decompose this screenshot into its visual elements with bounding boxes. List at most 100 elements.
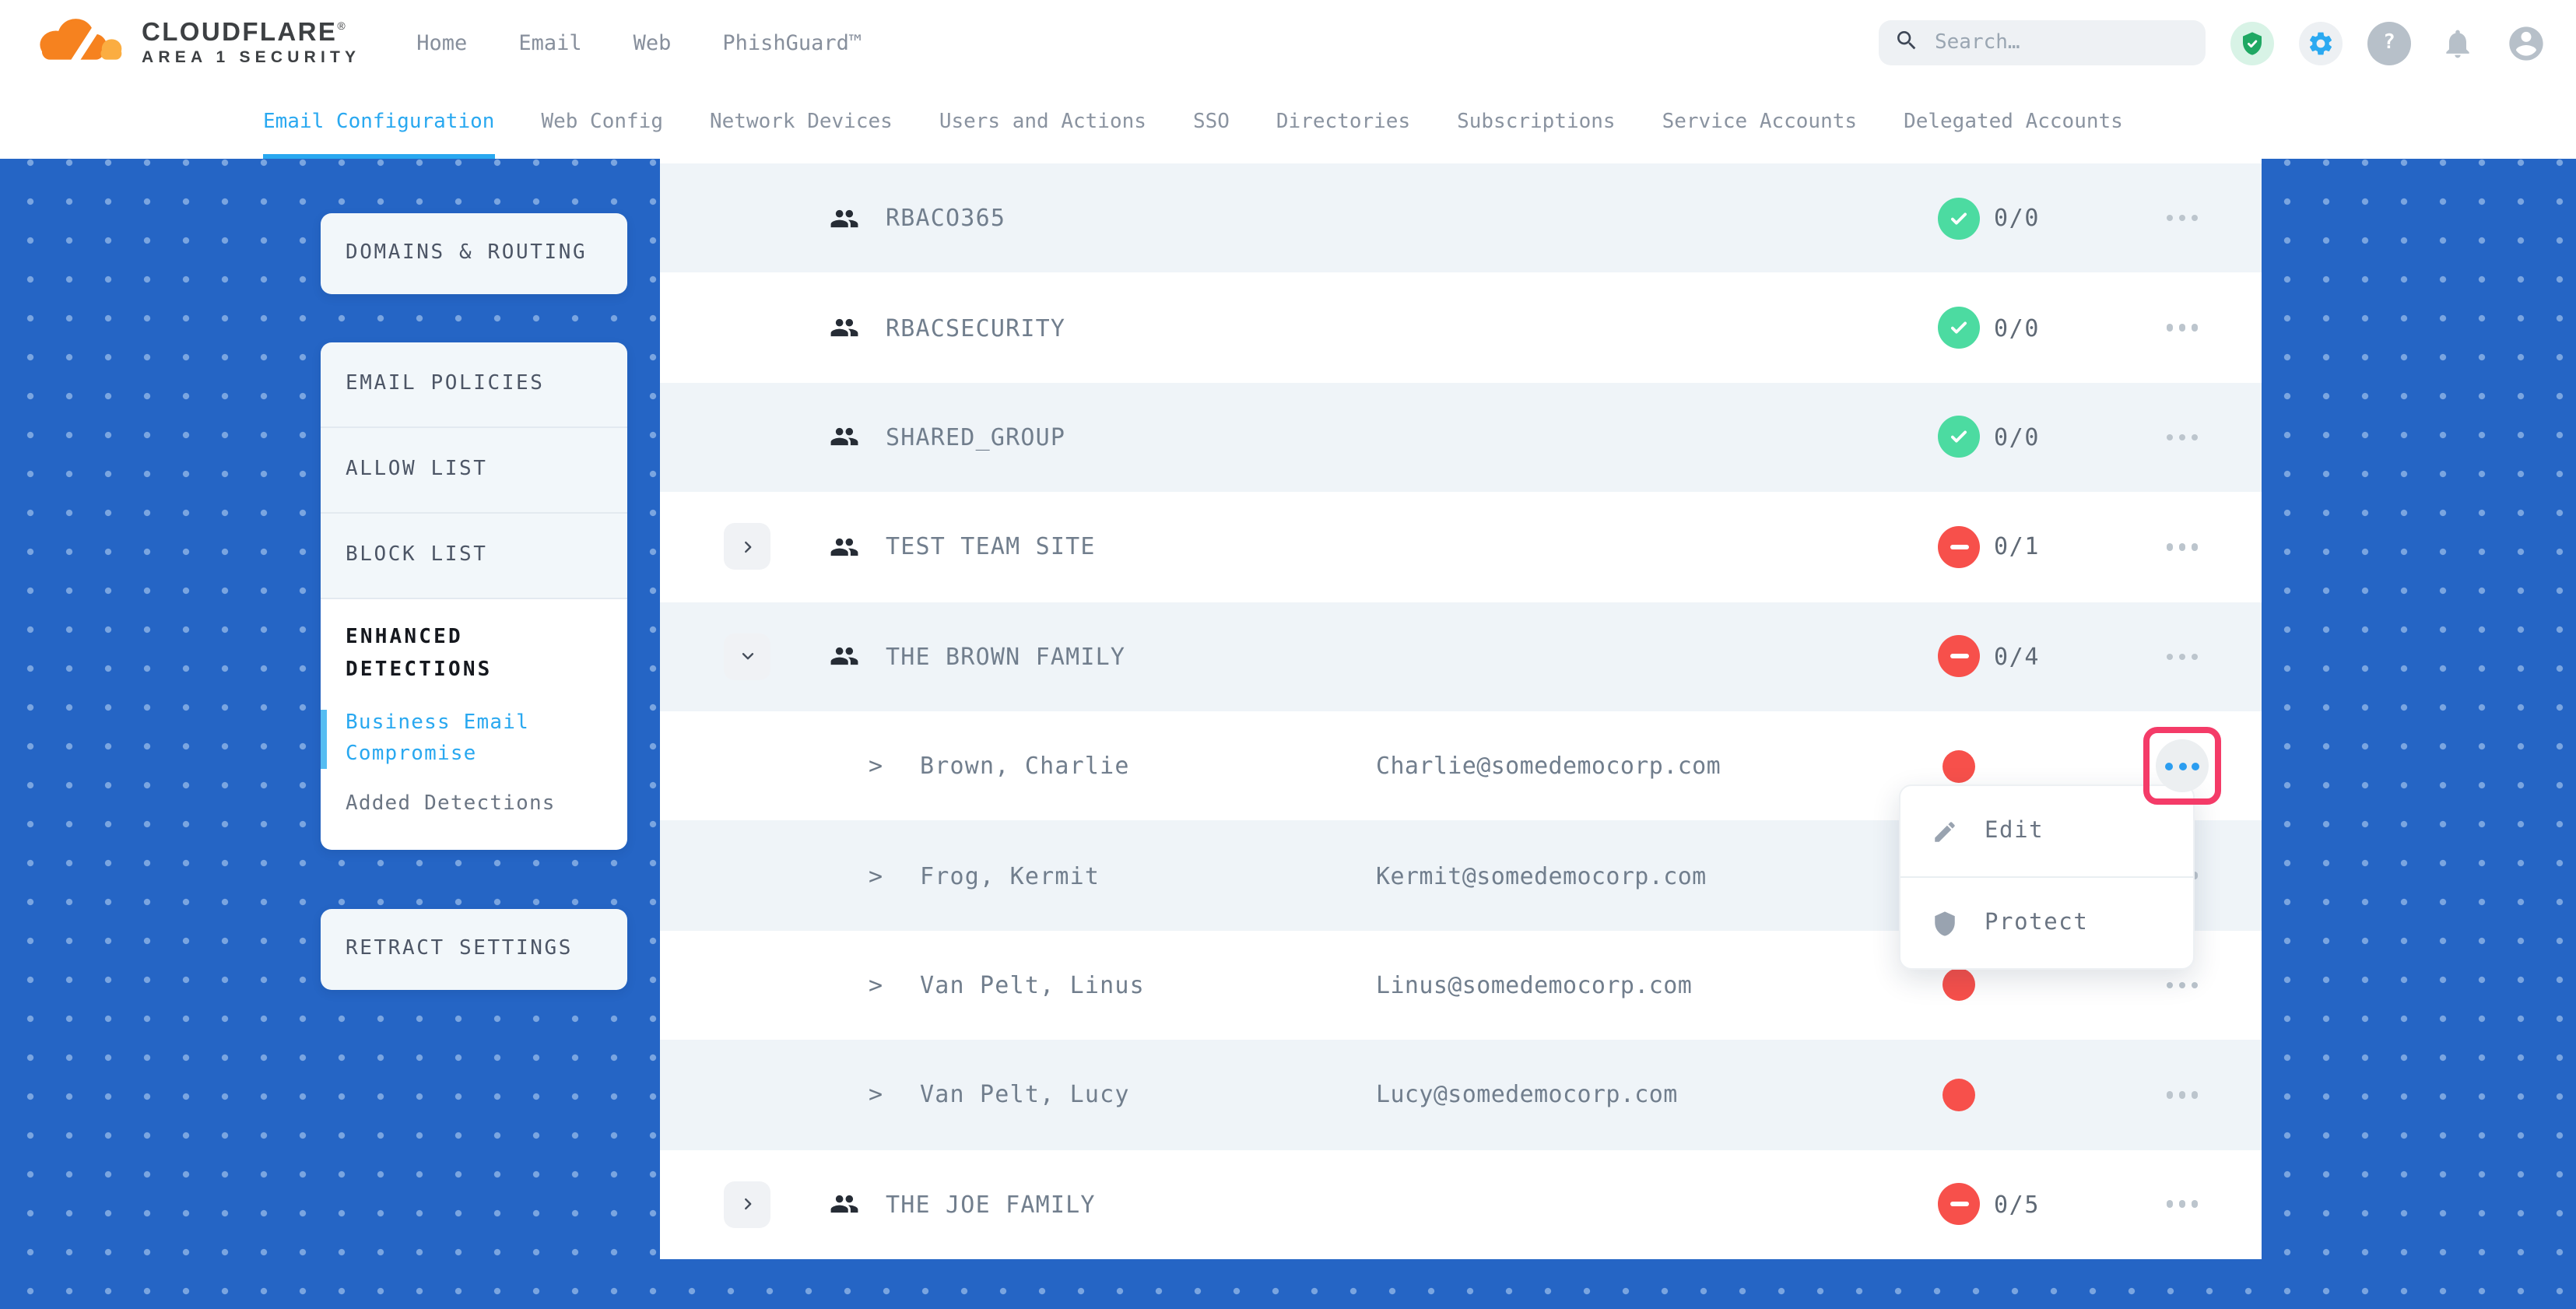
user-name: Frog, Kermit bbox=[920, 862, 1100, 890]
sidebar-link-added-detections[interactable]: Added Detections bbox=[346, 791, 556, 816]
child-arrow-icon: > bbox=[869, 1080, 883, 1109]
tab-web-config[interactable]: Web Config bbox=[541, 111, 663, 134]
status-cell: 0/0 bbox=[1919, 307, 2137, 349]
user-name: Brown, Charlie bbox=[920, 752, 1130, 781]
nav-email[interactable]: Email bbox=[518, 30, 582, 55]
pencil-icon bbox=[1935, 821, 1955, 841]
more-actions-button[interactable] bbox=[2156, 191, 2209, 244]
settings-gear-icon[interactable] bbox=[2299, 21, 2343, 65]
expand-slot bbox=[724, 1181, 830, 1228]
sidebar-item-allow-list[interactable]: ALLOW LIST bbox=[321, 428, 627, 514]
sidebar-item-retract-settings[interactable]: RETRACT SETTINGS bbox=[321, 909, 627, 990]
more-actions-button[interactable] bbox=[2156, 959, 2209, 1012]
top-bar-right: ? bbox=[1879, 20, 2548, 65]
nav-web[interactable]: Web bbox=[633, 30, 672, 55]
status-cell: 0/4 bbox=[1919, 635, 2137, 678]
protection-count: 0/0 bbox=[1994, 314, 2040, 342]
more-actions-button[interactable] bbox=[2156, 630, 2209, 683]
primary-nav: Home Email Web PhishGuard™ bbox=[416, 30, 862, 55]
verified-shield-icon[interactable] bbox=[2230, 21, 2274, 65]
menu-item-edit[interactable]: Edit bbox=[1900, 786, 2193, 876]
group-people-icon bbox=[830, 538, 858, 556]
expand-chevron-icon[interactable] bbox=[724, 1181, 770, 1228]
group-people-icon bbox=[830, 319, 858, 337]
protection-count: 0/4 bbox=[1994, 642, 2040, 671]
top-bar: CLOUDFLARE ® AREA 1 SECURITY Home Email … bbox=[0, 0, 2576, 86]
group-name: THE JOE FAMILY bbox=[886, 1190, 1096, 1219]
status-cell bbox=[1919, 1074, 2137, 1116]
sidebar-item-block-list[interactable]: BLOCK LIST bbox=[321, 514, 627, 599]
status-minus-icon bbox=[1938, 525, 1980, 568]
group-people-icon bbox=[830, 209, 858, 227]
sidebar-item-email-policies[interactable]: EMAIL POLICIES bbox=[321, 342, 627, 428]
tab-email-configuration[interactable]: Email Configuration bbox=[263, 86, 495, 159]
sidebar-section-enhanced-detections: ENHANCED DETECTIONS Business Email Compr… bbox=[321, 599, 627, 851]
group-name: RBACSECURITY bbox=[886, 314, 1066, 342]
more-actions-button[interactable] bbox=[2156, 1069, 2209, 1121]
cloudflare-cloud-icon bbox=[28, 12, 128, 73]
collapse-chevron-icon[interactable] bbox=[724, 633, 770, 680]
user-email: Linus@somedemocorp.com bbox=[1376, 970, 1693, 999]
sidebar-item-domains-routing[interactable]: DOMAINS & ROUTING bbox=[321, 213, 627, 294]
sidebar-link-business-email-compromise[interactable]: Business Email Compromise bbox=[321, 707, 602, 770]
search-icon bbox=[1894, 27, 1919, 58]
notifications-bell-icon[interactable] bbox=[2436, 21, 2479, 65]
tab-sso[interactable]: SSO bbox=[1192, 111, 1230, 134]
status-cell bbox=[1919, 964, 2137, 1006]
tab-network-devices[interactable]: Network Devices bbox=[710, 111, 893, 134]
group-people-icon bbox=[830, 647, 858, 665]
group-people-icon bbox=[830, 1195, 858, 1213]
table-row-group: THE BROWN FAMILY 0/4 bbox=[660, 602, 2262, 711]
group-name: RBACO365 bbox=[886, 204, 1006, 233]
expand-slot bbox=[724, 523, 830, 570]
child-arrow-icon: > bbox=[869, 752, 883, 781]
help-icon[interactable]: ? bbox=[2367, 21, 2411, 65]
child-arrow-icon: > bbox=[869, 970, 883, 999]
more-actions-button[interactable] bbox=[2156, 521, 2209, 574]
protection-count: 0/1 bbox=[1994, 532, 2040, 561]
user-email: Lucy@somedemocorp.com bbox=[1376, 1080, 1678, 1109]
menu-item-protect[interactable]: Protect bbox=[1900, 876, 2193, 968]
menu-item-label: Edit bbox=[1985, 819, 2044, 844]
sidebar-card-retract: RETRACT SETTINGS bbox=[321, 909, 627, 990]
menu-item-label: Protect bbox=[1985, 911, 2089, 935]
status-cell: 0/1 bbox=[1919, 525, 2137, 568]
registered-mark: ® bbox=[337, 21, 346, 32]
expand-chevron-icon[interactable] bbox=[724, 523, 770, 570]
user-name: Van Pelt, Linus bbox=[920, 970, 1145, 999]
tab-delegated-accounts[interactable]: Delegated Accounts bbox=[1904, 111, 2123, 134]
status-check-icon bbox=[1938, 416, 1980, 458]
user-email: Charlie@somedemocorp.com bbox=[1376, 752, 1721, 781]
more-actions-button[interactable] bbox=[2156, 301, 2209, 354]
tab-subscriptions[interactable]: Subscriptions bbox=[1457, 111, 1616, 134]
more-actions-button[interactable] bbox=[2156, 1177, 2209, 1230]
table-row-group: RBACO365 0/0 bbox=[660, 163, 2262, 273]
sidebar-item-enhanced-detections[interactable]: ENHANCED DETECTIONS bbox=[346, 626, 493, 682]
tab-users-and-actions[interactable]: Users and Actions bbox=[939, 111, 1146, 134]
search-input[interactable] bbox=[1932, 30, 2190, 56]
search-box[interactable] bbox=[1879, 20, 2206, 65]
help-glyph: ? bbox=[2383, 31, 2395, 54]
account-icon[interactable] bbox=[2504, 21, 2548, 65]
status-minus-icon bbox=[1938, 635, 1980, 678]
status-dot-icon bbox=[1943, 968, 1975, 1002]
status-cell: 0/0 bbox=[1919, 197, 2137, 240]
group-name: TEST TEAM SITE bbox=[886, 532, 1096, 561]
more-actions-button-selected[interactable] bbox=[2143, 727, 2221, 805]
table-row-group: TEST TEAM SITE 0/1 bbox=[660, 492, 2262, 602]
status-check-icon bbox=[1938, 307, 1980, 349]
nav-home[interactable]: Home bbox=[416, 30, 468, 55]
section-tabs: Email Configuration Web Config Network D… bbox=[0, 86, 2576, 159]
cloudflare-logo[interactable]: CLOUDFLARE ® AREA 1 SECURITY bbox=[28, 12, 360, 73]
group-name: SHARED_GROUP bbox=[886, 423, 1066, 451]
row-context-menu: Edit Protect bbox=[1899, 784, 2195, 970]
tab-directories[interactable]: Directories bbox=[1276, 111, 1411, 134]
tab-service-accounts[interactable]: Service Accounts bbox=[1662, 111, 1858, 134]
groups-table: RBACO365 0/0 RBACSECURITY 0/0 bbox=[660, 159, 2262, 1259]
nav-phishguard[interactable]: PhishGuard™ bbox=[722, 30, 862, 55]
more-actions-button[interactable] bbox=[2156, 411, 2209, 464]
protection-count: 0/0 bbox=[1994, 423, 2040, 451]
sidebar-card-policies: EMAIL POLICIES ALLOW LIST BLOCK LIST ENH… bbox=[321, 342, 627, 851]
group-name: THE BROWN FAMILY bbox=[886, 642, 1126, 671]
